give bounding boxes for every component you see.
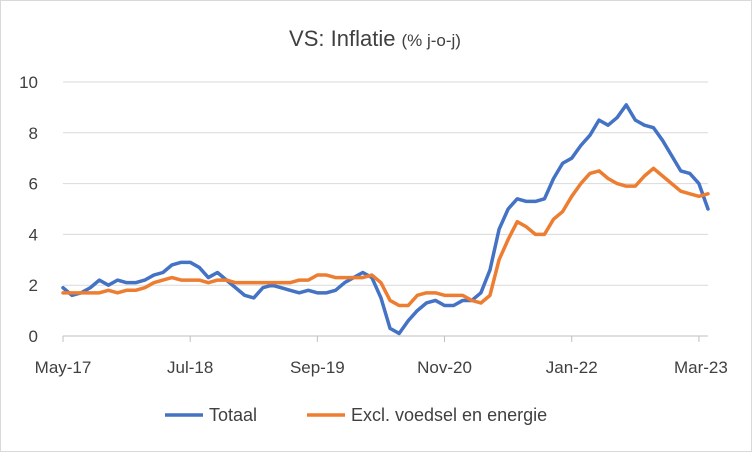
chart-title: VS: Inflatie (% j-o-j) bbox=[289, 26, 461, 51]
series-line-totaal bbox=[61, 103, 710, 336]
y-tick-label: 4 bbox=[29, 225, 38, 244]
chart-title-main: VS: Inflatie bbox=[289, 26, 395, 51]
y-tick-label: 2 bbox=[29, 276, 38, 295]
x-tick-label: Nov-20 bbox=[417, 358, 472, 377]
legend-label: Excl. voedsel en energie bbox=[351, 405, 547, 425]
legend-label: Totaal bbox=[209, 405, 257, 425]
y-axis-ticks: 0 2 4 6 8 10 bbox=[19, 73, 38, 346]
x-tick-label: Mar-23 bbox=[674, 358, 728, 377]
series-lines bbox=[61, 103, 710, 336]
y-tick-label: 6 bbox=[29, 175, 38, 194]
x-axis-ticks: May-17 Jul-18 Sep-19 Nov-20 Jan-22 Mar-23 bbox=[35, 336, 728, 377]
y-tick-label: 0 bbox=[29, 327, 38, 346]
y-tick-label: 10 bbox=[19, 73, 38, 92]
legend: Totaal Excl. voedsel en energie bbox=[165, 405, 547, 425]
x-tick-label: Jan-22 bbox=[546, 358, 598, 377]
series-line-excl-voedsel-energie bbox=[61, 166, 710, 308]
x-tick-label: Sep-19 bbox=[290, 358, 345, 377]
y-tick-label: 8 bbox=[29, 124, 38, 143]
x-tick-label: May-17 bbox=[35, 358, 92, 377]
chart-subtitle: (% j-o-j) bbox=[401, 31, 461, 50]
gridlines bbox=[63, 81, 708, 337]
x-tick-label: Jul-18 bbox=[167, 358, 213, 377]
